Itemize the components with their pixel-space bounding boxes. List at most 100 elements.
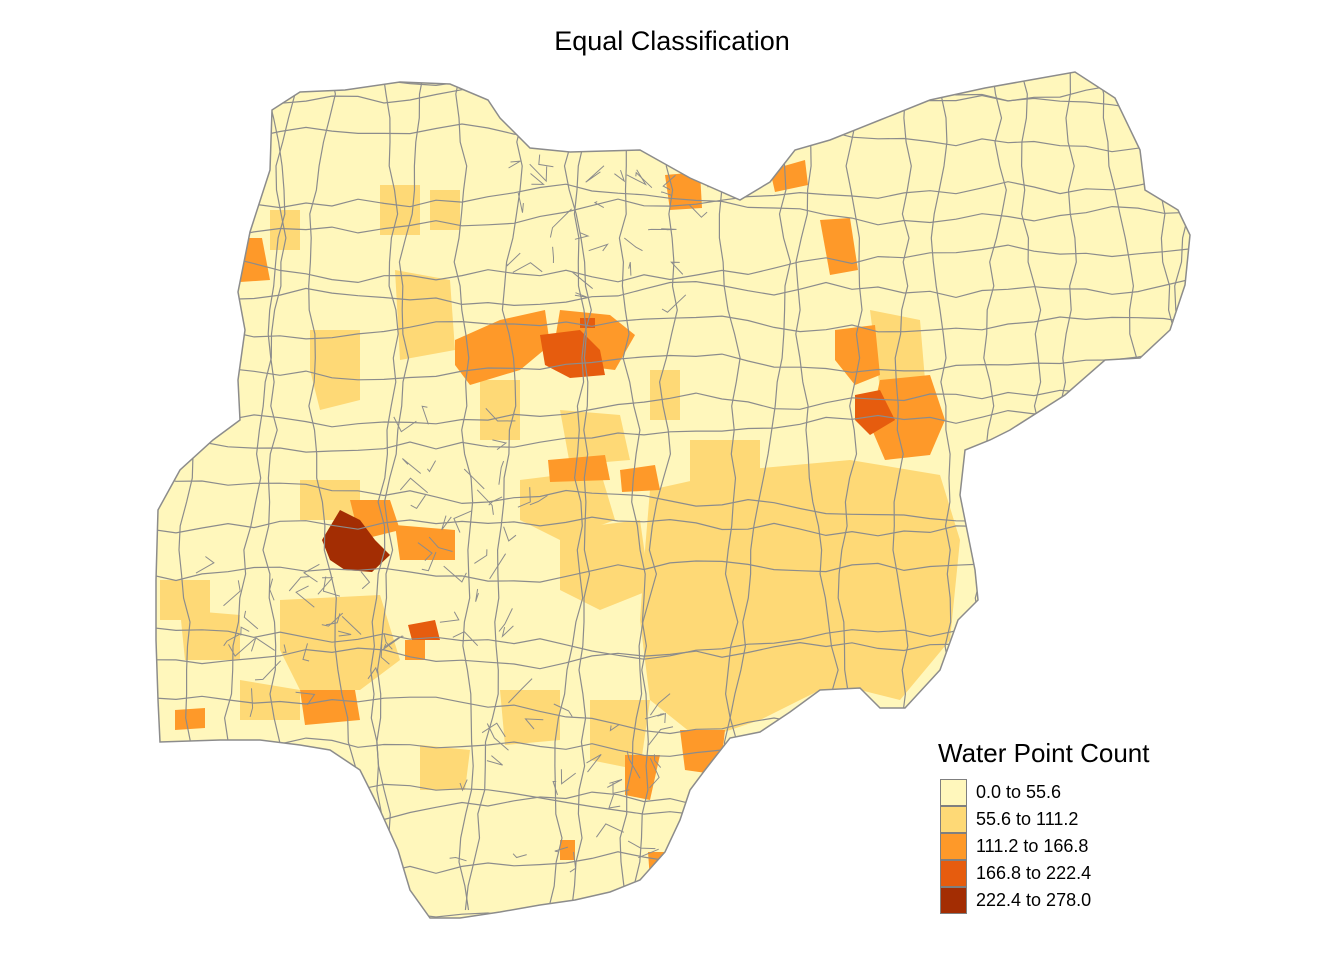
lga-boundary xyxy=(530,173,545,185)
region-class-3 xyxy=(625,755,660,800)
lga-boundary xyxy=(453,510,472,533)
lga-boundary xyxy=(517,192,524,213)
region-class-3 xyxy=(620,465,660,492)
lga-boundary xyxy=(607,779,623,788)
lga-boundary xyxy=(498,608,513,632)
lga-boundary xyxy=(623,237,643,252)
lga-boundary xyxy=(325,613,341,626)
lga-boundary xyxy=(402,458,422,474)
lga-boundary xyxy=(223,580,241,607)
legend-swatch xyxy=(940,833,967,860)
lga-boundary xyxy=(156,244,1190,284)
lga-boundary xyxy=(282,644,287,653)
lga-boundary xyxy=(628,261,632,276)
region-class-3 xyxy=(405,640,425,660)
lga-boundary xyxy=(486,755,503,766)
lga-boundary xyxy=(588,243,609,252)
lga-boundary xyxy=(618,72,649,911)
lga-boundary xyxy=(649,693,671,716)
lga-boundary xyxy=(427,460,437,473)
lga-boundary xyxy=(156,278,1190,307)
lga-boundary xyxy=(156,183,1190,226)
lga-boundary xyxy=(529,495,548,506)
region-class-3 xyxy=(300,690,360,725)
lga-boundary xyxy=(593,201,605,209)
region-class-2 xyxy=(920,505,950,535)
lga-boundary xyxy=(506,252,521,267)
lga-boundary xyxy=(524,718,544,730)
lga-boundary xyxy=(512,262,543,273)
lga-boundary xyxy=(481,722,506,738)
region-class-2 xyxy=(640,460,960,740)
lga-boundary xyxy=(498,460,505,485)
lga-boundary xyxy=(410,494,426,510)
lga-boundary xyxy=(644,713,665,720)
legend-swatch xyxy=(940,806,967,833)
lga-boundary xyxy=(485,407,516,422)
lga-boundary xyxy=(453,72,474,911)
region-class-2 xyxy=(560,520,650,610)
lga-boundary xyxy=(635,171,653,189)
lga-boundary xyxy=(195,556,215,574)
region-class-2 xyxy=(480,380,520,440)
legend-label: 111.2 to 166.8 xyxy=(976,836,1089,856)
lga-boundary xyxy=(689,204,708,218)
region-class-3 xyxy=(870,375,945,460)
region-class-2 xyxy=(420,745,470,790)
lga-boundary xyxy=(249,688,254,718)
lga-boundary xyxy=(517,487,531,508)
region-class-2 xyxy=(160,580,210,620)
region-class-2 xyxy=(650,370,680,420)
legend-swatch xyxy=(940,887,967,914)
region-class-3 xyxy=(560,840,575,860)
lga-boundary xyxy=(250,637,275,652)
lga-boundary xyxy=(627,840,656,850)
region-class-4 xyxy=(408,620,440,640)
lga-boundary xyxy=(570,72,599,911)
map-legend: Water Point Count 0.0 to 55.6 55.6 to 111… xyxy=(938,738,1150,914)
lga-boundary xyxy=(417,542,433,561)
lga-boundary xyxy=(475,588,479,602)
legend-label: 166.8 to 222.4 xyxy=(976,863,1092,883)
region-class-3 xyxy=(175,708,205,730)
region-class-2 xyxy=(520,470,615,540)
lga-boundary xyxy=(554,846,569,853)
region-class-3 xyxy=(548,455,610,482)
legend-item: 55.6 to 111.2 xyxy=(940,806,1149,833)
lga-boundary xyxy=(609,724,620,732)
region-class-5 xyxy=(322,510,390,572)
region-class-2 xyxy=(310,330,360,410)
lga-boundary xyxy=(638,848,659,859)
legend-label: 222.4 to 278.0 xyxy=(976,890,1092,910)
lga-boundary xyxy=(512,853,527,859)
legend-title: Water Point Count xyxy=(938,738,1150,768)
lga-boundary xyxy=(549,208,572,238)
lga-boundary xyxy=(547,72,592,911)
region-class-2 xyxy=(240,680,300,720)
lga-boundary xyxy=(474,549,488,564)
lga-boundary xyxy=(662,174,676,191)
lga-boundary xyxy=(503,526,517,542)
map-title: Equal Classification xyxy=(554,26,790,56)
lga-boundary xyxy=(156,389,1190,428)
lga-boundary xyxy=(302,643,310,662)
lga-boundary xyxy=(595,823,625,838)
lga-boundary xyxy=(156,397,1190,453)
lga-boundary xyxy=(648,726,674,746)
lga-boundary xyxy=(156,72,162,911)
lga-boundary xyxy=(614,169,626,183)
lga-boundary xyxy=(612,782,630,795)
lga-boundary xyxy=(508,160,521,169)
lga-boundary xyxy=(441,515,452,531)
lga-boundary xyxy=(421,405,429,425)
lga-boundary xyxy=(1155,72,1190,911)
region-class-2 xyxy=(700,150,760,180)
region-class-2 xyxy=(690,440,760,490)
lga-boundary xyxy=(254,660,281,681)
lga-boundary xyxy=(489,553,507,580)
lga-boundary xyxy=(303,563,320,583)
lga-boundary xyxy=(653,754,662,768)
lga-boundary xyxy=(321,612,344,627)
legend-swatch xyxy=(940,779,967,806)
